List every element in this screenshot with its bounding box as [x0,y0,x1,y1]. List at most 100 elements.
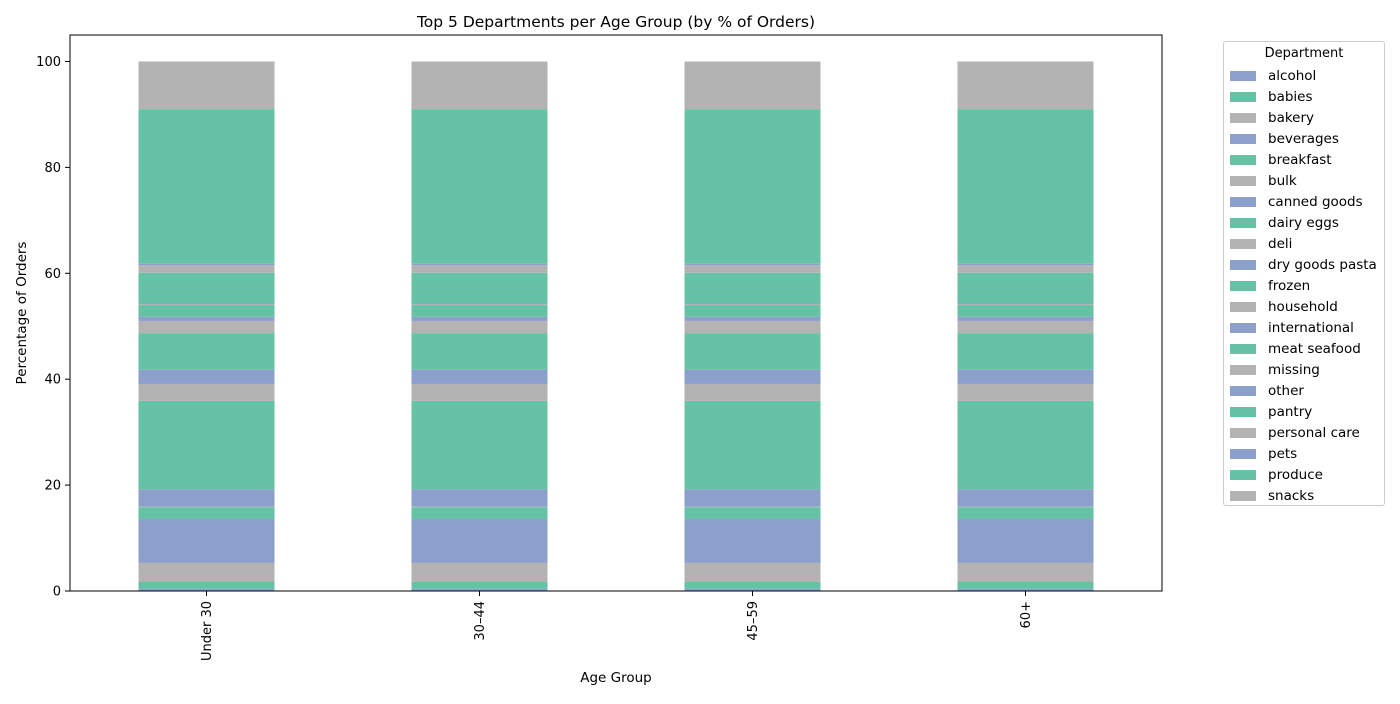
legend-label: meat seafood [1268,341,1361,357]
legend-item-missing: missing [1230,361,1320,379]
legend-swatch [1230,365,1256,375]
x-tick-label: 45–59 [746,601,761,641]
bar-segment-international-under-30 [138,316,275,321]
bar-segment-breakfast-60 [957,507,1094,519]
bar-segment-produce-60 [957,109,1094,264]
legend-label: bulk [1268,173,1297,189]
bar-segment-international-30-44 [411,316,548,321]
bar-segment-beverages-30-44 [411,518,548,563]
legend-label: beverages [1268,131,1339,147]
bar-segment-babies-60 [957,581,1094,589]
legend-item-babies: babies [1230,88,1313,106]
y-tick-label: 100 [36,55,61,70]
bar-segment-beverages-60 [957,518,1094,563]
legend-title: Department [1264,46,1344,61]
axes-layer: 0 20 40 60 80 100 Under 30 30–44 45–59 60+ [36,34,1163,661]
bar-segment-snacks-45-59 [684,61,821,110]
legend-swatch [1230,134,1256,144]
bar-segment-personal-care-30-44 [411,265,548,273]
bar-segment-dairy-eggs-under-30 [138,400,275,490]
x-tick-label: 60+ [1019,601,1034,628]
bar-segment-deli-45-59 [684,383,821,401]
legend-swatch [1230,449,1256,459]
legend-swatch [1230,176,1256,186]
bar-segment-pantry-60 [957,272,1094,304]
legend-label: pets [1268,446,1298,462]
legend-swatch [1230,92,1256,102]
y-tick-label: 40 [44,373,61,388]
bar-segment-household-60 [957,320,1094,334]
bar-segment-missing-60 [957,303,1094,306]
legend-item-beverages: beverages [1230,130,1339,148]
legend-label: pantry [1268,404,1313,420]
bar-segment-bulk-60 [957,506,1094,508]
bar-segment-alcohol-under-30 [138,588,275,591]
bar-segment-meat-seafood-45-59 [684,305,821,317]
legend-label: international [1268,320,1354,336]
y-tick-label: 60 [44,267,61,282]
bar-segment-pets-60 [957,263,1094,266]
legend-label: deli [1268,236,1293,252]
legend-label: breakfast [1268,152,1332,168]
bar-segment-snacks-60 [957,61,1094,110]
bar-segment-pets-45-59 [684,263,821,266]
legend-item-household: household [1230,298,1338,316]
bar-segment-canned-goods-30-44 [411,489,548,507]
legend-label: canned goods [1268,194,1363,210]
legend-swatch [1230,386,1256,396]
legend-swatch [1230,197,1256,207]
legend-item-dry-goods-pasta: dry goods pasta [1230,256,1377,274]
bar-segment-household-30-44 [411,320,548,334]
legend-label: frozen [1268,278,1311,294]
legend-label: bakery [1268,110,1315,126]
bar-segment-snacks-under-30 [138,61,275,110]
legend-swatch [1230,239,1256,249]
bar-segment-meat-seafood-under-30 [138,305,275,317]
legend-item-deli: deli [1230,235,1292,253]
bar-segment-produce-45-59 [684,109,821,264]
bar-segment-bakery-30-44 [411,562,548,582]
bar-segment-babies-45-59 [684,581,821,589]
bar-segment-dry-goods-pasta-under-30 [138,369,275,384]
bar-segment-personal-care-60 [957,265,1094,273]
bar-segment-snacks-30-44 [411,61,548,110]
legend-item-other: other [1230,382,1304,400]
bar-segment-missing-under-30 [138,303,275,306]
bar-segment-beverages-45-59 [684,518,821,563]
bar-segment-meat-seafood-60 [957,305,1094,317]
bar-segment-missing-45-59 [684,303,821,306]
y-tick-label: 80 [44,161,61,176]
chart-title: Top 5 Departments per Age Group (by % of… [416,13,815,31]
bar-segment-babies-30-44 [411,581,548,589]
bar-segment-international-45-59 [684,316,821,321]
legend-swatch [1230,470,1256,480]
bar-segment-frozen-60 [957,333,1094,370]
bar-segment-breakfast-under-30 [138,507,275,519]
legend-swatch [1230,491,1256,501]
bar-segment-alcohol-45-59 [684,588,821,591]
y-tick-label: 0 [53,585,61,600]
bar-segment-pets-30-44 [411,263,548,266]
legend-item-frozen: frozen [1230,277,1310,295]
legend-swatch [1230,281,1256,291]
legend-label: babies [1268,89,1313,105]
bar-segment-dry-goods-pasta-60 [957,369,1094,384]
bar-segment-deli-30-44 [411,383,548,401]
bar-segment-produce-under-30 [138,109,275,264]
bar-segment-personal-care-45-59 [684,265,821,273]
legend-swatch [1230,323,1256,333]
bar-segment-dry-goods-pasta-30-44 [411,369,548,384]
legend-item-snacks: snacks [1230,487,1314,505]
legend-swatch [1230,407,1256,417]
bar-segment-pantry-30-44 [411,272,548,304]
bar-segment-babies-under-30 [138,581,275,589]
legend-item-produce: produce [1230,466,1323,484]
bar-segment-pantry-45-59 [684,272,821,304]
legend-label: missing [1268,362,1320,378]
bar-segment-deli-under-30 [138,383,275,401]
bar-segment-personal-care-under-30 [138,265,275,273]
y-axis-label: Percentage of Orders [14,242,30,385]
bars-layer [138,61,1094,591]
bar-segment-alcohol-30-44 [411,588,548,591]
